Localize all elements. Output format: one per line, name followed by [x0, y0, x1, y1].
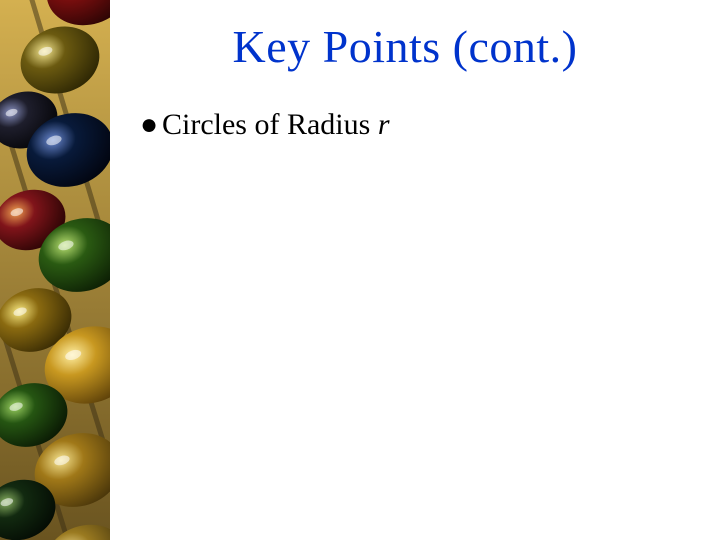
- slide-title: Key Points (cont.): [110, 20, 700, 73]
- sidebar-decorative-image: [0, 0, 110, 540]
- slide: Key Points (cont.) ●Circles of Radius r: [0, 0, 720, 540]
- bullet-marker: ●: [140, 105, 162, 144]
- bullet-text: Circles of Radius: [162, 108, 378, 141]
- bullet-item: ●Circles of Radius r: [140, 105, 700, 144]
- slide-content: Key Points (cont.) ●Circles of Radius r: [110, 0, 720, 540]
- bullet-list: ●Circles of Radius r: [140, 105, 700, 144]
- bullet-text-italic: r: [378, 108, 390, 141]
